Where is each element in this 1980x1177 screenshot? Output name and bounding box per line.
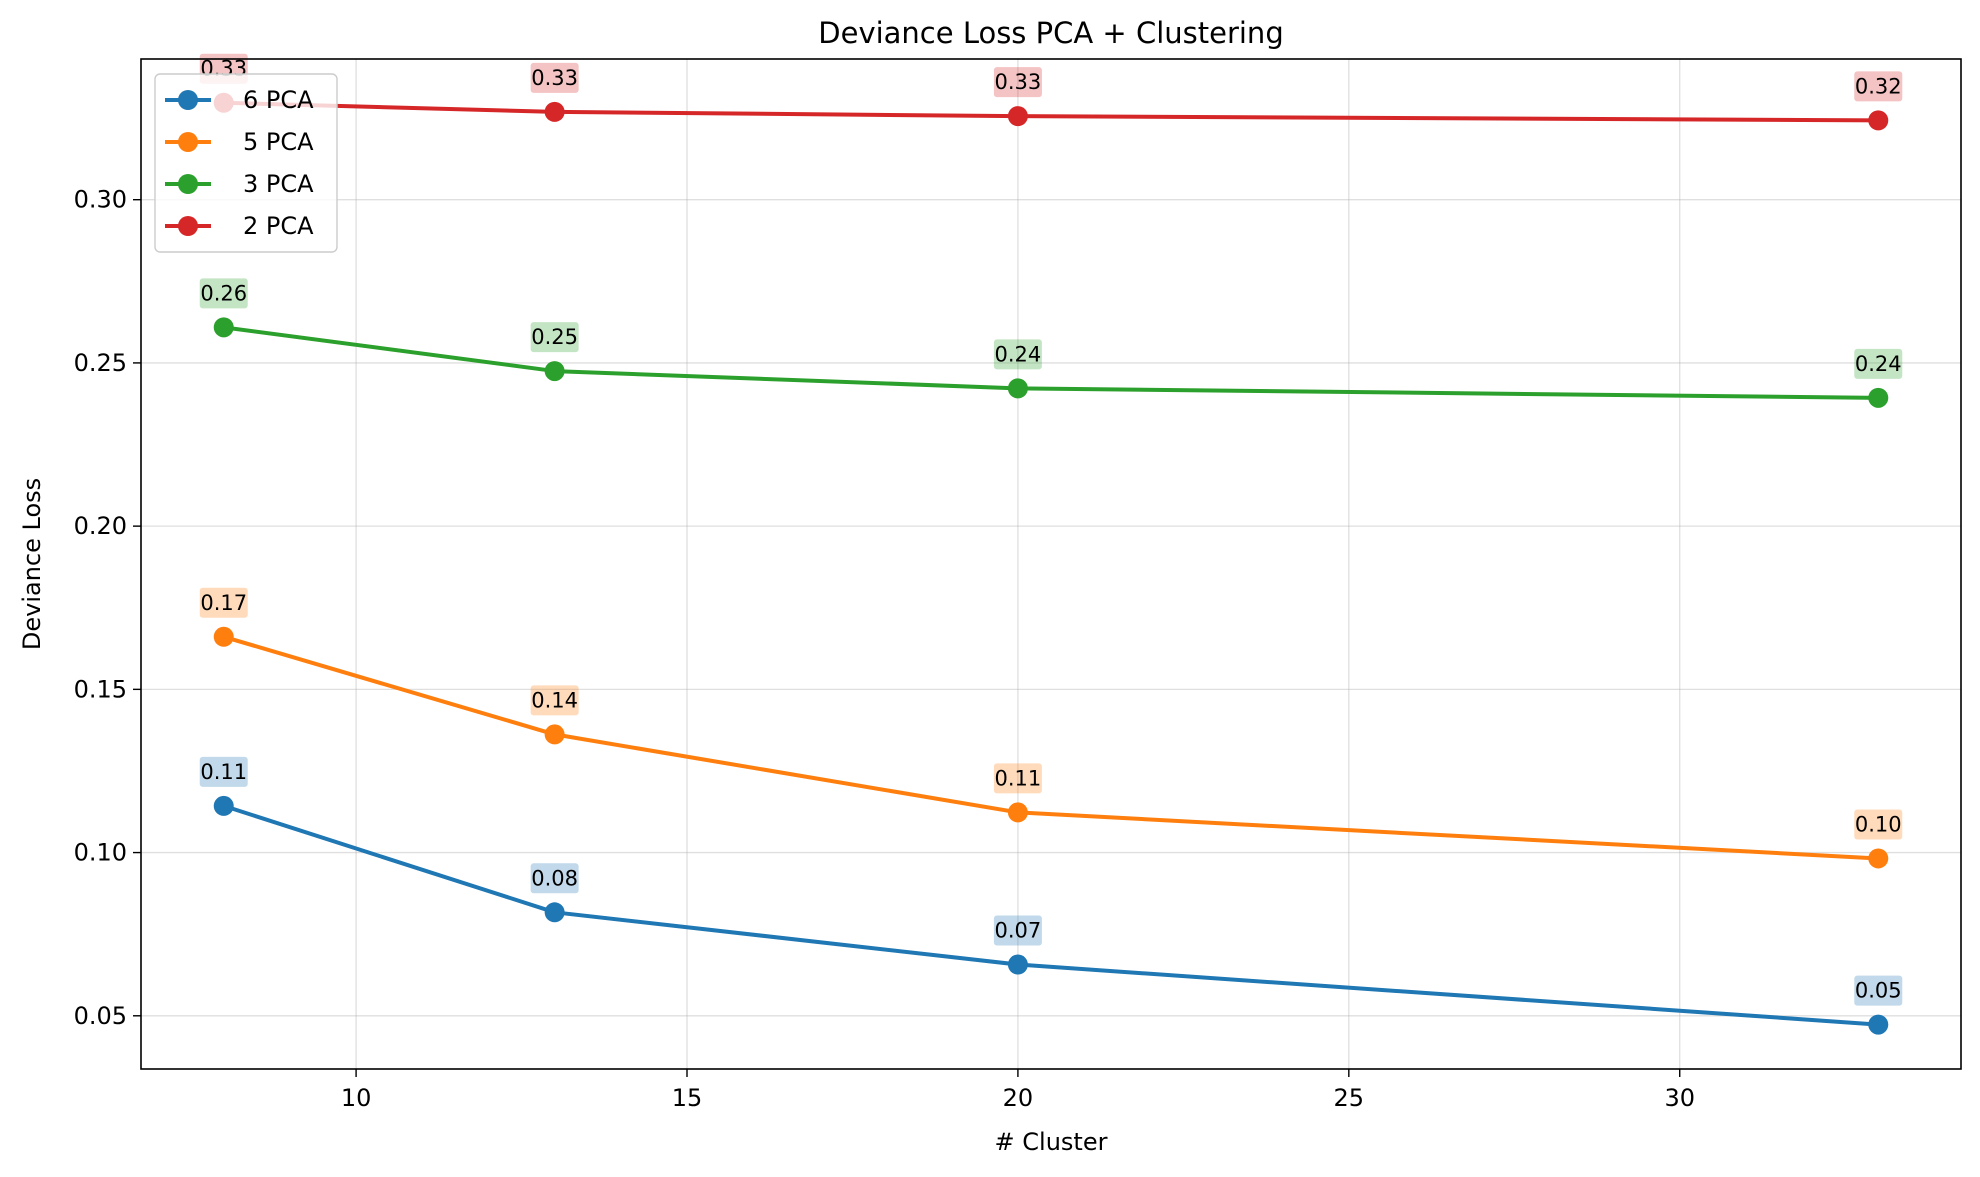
data-label: 0.05 xyxy=(1854,975,1903,1006)
data-label-box xyxy=(530,863,579,894)
data-label-box xyxy=(199,587,248,618)
data-label-text: 0.17 xyxy=(200,591,247,615)
data-label-box xyxy=(1854,71,1903,102)
legend-marker xyxy=(178,216,198,236)
y-tick-label: 0.20 xyxy=(74,512,127,540)
legend-entry: 3 PCA xyxy=(165,170,314,198)
series-line xyxy=(223,634,1879,861)
data-label: 0.33 xyxy=(530,62,579,93)
data-label: 0.33 xyxy=(993,67,1042,98)
data-point xyxy=(544,361,565,382)
data-point xyxy=(213,317,234,338)
data-label: 0.07 xyxy=(993,915,1042,946)
plot-frame xyxy=(140,58,1962,1070)
data-label-text: 0.05 xyxy=(1855,979,1902,1003)
data-point xyxy=(1007,954,1028,975)
data-point xyxy=(544,724,565,745)
data-label-box xyxy=(530,62,579,93)
data-label-text: 0.33 xyxy=(995,70,1042,94)
data-label: 0.24 xyxy=(1854,348,1903,379)
x-tick-label: 15 xyxy=(672,1084,703,1112)
data-label-box xyxy=(993,915,1042,946)
data-label: 0.11 xyxy=(199,756,248,787)
data-label-text: 0.24 xyxy=(1855,352,1902,376)
data-point xyxy=(1007,378,1028,399)
data-point xyxy=(544,902,565,923)
data-label: 0.11 xyxy=(993,763,1042,794)
chart-title: Deviance Loss PCA + Clustering xyxy=(818,16,1283,50)
data-label-box xyxy=(530,322,579,353)
x-tick-label: 20 xyxy=(1003,1084,1034,1112)
data-label-box xyxy=(1854,809,1903,840)
y-tick-label: 0.25 xyxy=(74,349,127,377)
series-line xyxy=(223,325,1879,400)
x-tick-label: 10 xyxy=(341,1084,372,1112)
series-line xyxy=(223,100,1879,123)
legend-entry: 5 PCA xyxy=(165,128,314,156)
data-point xyxy=(1007,106,1028,127)
legend-entry: 2 PCA xyxy=(165,212,314,240)
data-label: 0.14 xyxy=(530,685,579,716)
data-label-text: 0.10 xyxy=(1855,812,1902,836)
data-point xyxy=(213,626,234,647)
data-label-box xyxy=(993,763,1042,794)
data-label-text: 0.26 xyxy=(200,281,247,305)
data-label: 0.32 xyxy=(1854,71,1903,102)
data-label: 0.24 xyxy=(993,339,1042,370)
legend: 6 PCA 5 PCA 3 PCA 2 PCA xyxy=(154,73,338,253)
data-label-text: 0.25 xyxy=(531,325,578,349)
data-label-text: 0.14 xyxy=(531,688,578,712)
x-tick-label: 25 xyxy=(1334,1084,1365,1112)
y-tick-label: 0.15 xyxy=(74,675,127,703)
data-label-box xyxy=(530,685,579,716)
data-label-text: 0.11 xyxy=(200,760,247,784)
data-label-text: 0.11 xyxy=(995,766,1042,790)
y-tick-label: 0.05 xyxy=(74,1002,127,1030)
legend-entry: 6 PCA xyxy=(165,86,314,114)
x-tick-label: 30 xyxy=(1664,1084,1695,1112)
data-point xyxy=(1868,848,1889,869)
data-label-text: 0.33 xyxy=(531,66,578,90)
data-point xyxy=(1868,1014,1889,1035)
data-label: 0.26 xyxy=(199,278,248,309)
data-label: 0.17 xyxy=(199,587,248,618)
data-point xyxy=(1868,387,1889,408)
data-label-text: 0.08 xyxy=(531,866,578,890)
data-label-text: 0.24 xyxy=(995,342,1042,366)
legend-label: 5 PCA xyxy=(243,128,314,156)
legend-label: 6 PCA xyxy=(243,86,314,114)
legend-marker xyxy=(178,174,198,194)
data-label-box xyxy=(199,278,248,309)
data-label-box xyxy=(1854,975,1903,1006)
data-label-box xyxy=(199,756,248,787)
legend-marker xyxy=(178,90,198,110)
legend-marker xyxy=(178,132,198,152)
y-tick-label: 0.10 xyxy=(74,839,127,867)
data-point xyxy=(1868,110,1889,131)
series-5-pca xyxy=(213,626,1889,869)
data-label-box xyxy=(1854,348,1903,379)
data-label-box xyxy=(993,67,1042,98)
data-point xyxy=(544,101,565,122)
data-point xyxy=(213,795,234,816)
data-label: 0.25 xyxy=(530,322,579,353)
legend-label: 3 PCA xyxy=(243,170,314,198)
data-point xyxy=(1007,802,1028,823)
y-tick-label: 0.30 xyxy=(74,186,127,214)
axis-ticks: 10 15 20 25 30 0.05 0.10 0.15 0.20 0.25 0.30 xyxy=(74,186,1695,1112)
series-3-pca xyxy=(213,317,1889,408)
series-line xyxy=(223,803,1879,1027)
grid xyxy=(141,59,1961,1069)
y-axis-label: Deviance Loss xyxy=(18,478,46,650)
data-label-box xyxy=(993,339,1042,370)
series-6-pca xyxy=(213,795,1889,1035)
data-label-text: 0.07 xyxy=(995,919,1042,943)
data-label: 0.08 xyxy=(530,863,579,894)
legend-label: 2 PCA xyxy=(243,212,314,240)
x-axis-label: # Cluster xyxy=(995,1128,1108,1156)
legend-box xyxy=(154,73,338,253)
data-label: 0.10 xyxy=(1854,809,1903,840)
data-label-text: 0.32 xyxy=(1855,74,1902,98)
